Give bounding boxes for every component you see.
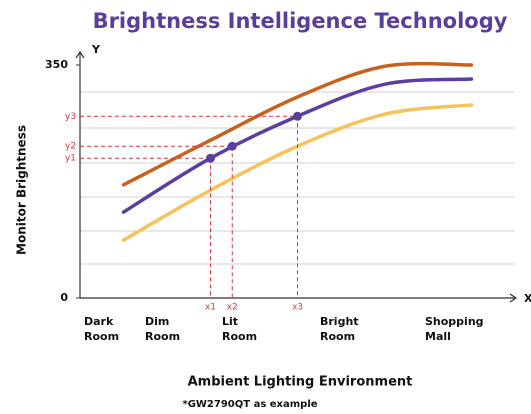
chart-title: Brightness Intelligence Technology xyxy=(93,9,508,33)
line-series xyxy=(121,61,474,187)
x-tick-label: Bright Room xyxy=(320,315,359,343)
y-axis-title: Monitor Brightness xyxy=(15,125,29,255)
y-arrow xyxy=(75,50,85,59)
x-tick-label: Dark Room xyxy=(84,315,119,343)
marker-y-label: y2 xyxy=(65,142,76,152)
x-tick-label: Dim Room xyxy=(145,315,180,343)
y-tick-label: 350 xyxy=(45,58,68,71)
x-axis-title: Ambient Lighting Environment xyxy=(188,375,413,390)
footnote: *GW2790QT as example xyxy=(182,399,317,410)
marker-y-label: y3 xyxy=(65,112,76,122)
x-axis-letter: X xyxy=(524,292,531,305)
marker-point xyxy=(206,153,215,163)
marker-x-label: x3 xyxy=(292,303,303,313)
marker-y-label: y1 xyxy=(65,154,76,164)
x-tick-label: Shopping Mall xyxy=(425,315,484,343)
marker-x-label: x1 xyxy=(205,303,216,313)
x-tick-label: Lit Room xyxy=(222,315,257,343)
marker-point xyxy=(227,141,237,151)
axes xyxy=(75,50,518,303)
y-tick-label: 0 xyxy=(60,291,68,304)
marker-point xyxy=(293,111,302,121)
y-axis-letter: Y xyxy=(91,43,101,56)
marker-x-label: x2 xyxy=(227,303,238,313)
x-arrow xyxy=(509,293,518,303)
